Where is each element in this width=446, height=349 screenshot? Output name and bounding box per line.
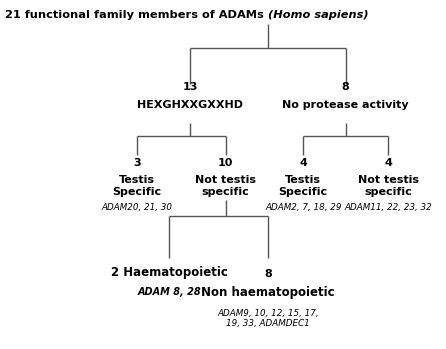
Text: ADAM9, 10, 12, 15, 17,
19, 33, ADAMDEC1: ADAM9, 10, 12, 15, 17, 19, 33, ADAMDEC1 bbox=[217, 309, 319, 328]
Text: 10: 10 bbox=[218, 158, 233, 168]
Text: 8: 8 bbox=[342, 82, 350, 92]
Text: HEXGHXXGXXHD: HEXGHXXGXXHD bbox=[137, 100, 243, 110]
Text: Not testis
specific: Not testis specific bbox=[358, 175, 419, 197]
Text: ADAM20, 21, 30: ADAM20, 21, 30 bbox=[102, 203, 173, 212]
Text: Not testis
specific: Not testis specific bbox=[195, 175, 256, 197]
Text: 4: 4 bbox=[299, 158, 307, 168]
Text: ADAM 8, 28: ADAM 8, 28 bbox=[137, 287, 201, 297]
Text: 21 functional family members of ADAMs: 21 functional family members of ADAMs bbox=[5, 9, 268, 20]
Text: 8: 8 bbox=[264, 269, 272, 279]
Text: ADAM11, 22, 23, 32: ADAM11, 22, 23, 32 bbox=[344, 203, 432, 212]
Text: 3: 3 bbox=[133, 158, 141, 168]
Text: Non haematopoietic: Non haematopoietic bbox=[201, 286, 335, 299]
Text: 4: 4 bbox=[384, 158, 392, 168]
Text: 2 Haematopoietic: 2 Haematopoietic bbox=[111, 266, 227, 279]
Text: 13: 13 bbox=[182, 82, 198, 92]
Text: Testis
Specific: Testis Specific bbox=[279, 175, 328, 197]
Text: (Homo sapiens): (Homo sapiens) bbox=[268, 9, 368, 20]
Text: No protease activity: No protease activity bbox=[282, 100, 409, 110]
Text: Testis
Specific: Testis Specific bbox=[113, 175, 162, 197]
Text: ADAM2, 7, 18, 29: ADAM2, 7, 18, 29 bbox=[265, 203, 342, 212]
